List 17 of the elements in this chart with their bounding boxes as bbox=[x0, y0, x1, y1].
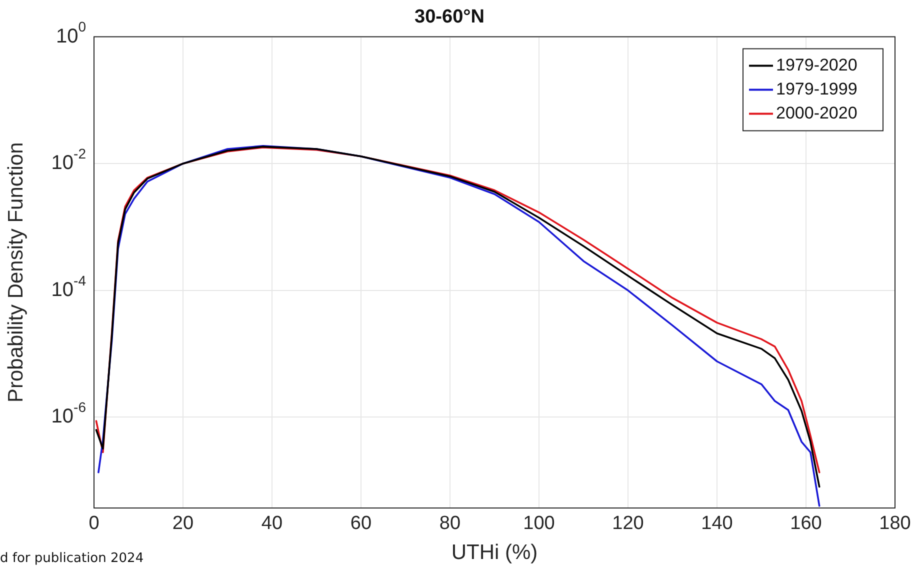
x-tick-label: 180 bbox=[879, 513, 911, 534]
x-axis-title: UTHi (%) bbox=[451, 541, 538, 564]
x-tick-label: 20 bbox=[172, 513, 194, 534]
legend-label: 1979-2020 bbox=[776, 55, 858, 74]
x-tick-label: 0 bbox=[88, 513, 100, 534]
x-tick-label: 120 bbox=[612, 513, 644, 534]
y-axis-title: Probability Density Function bbox=[4, 142, 28, 403]
legend-label: 1979-1999 bbox=[776, 79, 858, 98]
legend-label: 2000-2020 bbox=[776, 103, 858, 122]
x-tick-label: 80 bbox=[439, 513, 461, 534]
text: d for publication 2024 bbox=[0, 551, 144, 566]
x-tick-label: 60 bbox=[350, 513, 372, 534]
x-tick-label: 100 bbox=[523, 513, 555, 534]
x-tick-label: 40 bbox=[261, 513, 283, 534]
x-tick-label: 160 bbox=[790, 513, 822, 534]
x-tick-label: 140 bbox=[701, 513, 733, 534]
chart-title: 30-60°N bbox=[414, 6, 484, 28]
